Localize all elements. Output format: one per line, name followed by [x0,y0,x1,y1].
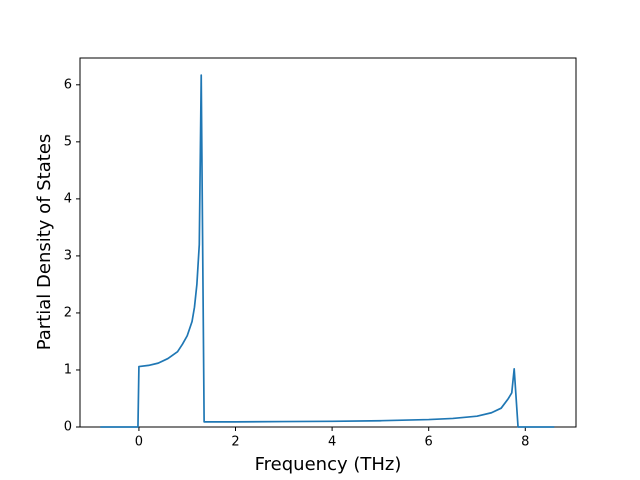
data-line [100,74,555,428]
x-tick-label: 6 [425,435,433,450]
x-tick-label: 2 [231,435,239,450]
y-tick-label: 0 [64,420,72,435]
y-tick-label: 5 [64,134,72,149]
x-tick-label: 8 [521,435,529,450]
x-tick-label: 0 [135,435,143,450]
x-axis-title: Frequency (THz) [255,454,402,475]
y-tick-label: 4 [64,191,72,206]
x-tick-label: 4 [328,435,336,450]
y-tick-label: 6 [64,77,72,92]
y-tick-label: 3 [64,248,72,263]
y-tick-label: 1 [64,362,72,377]
y-axis-title: Partial Density of States [34,134,55,351]
y-tick-label: 2 [64,305,72,320]
plot-frame [79,57,577,428]
